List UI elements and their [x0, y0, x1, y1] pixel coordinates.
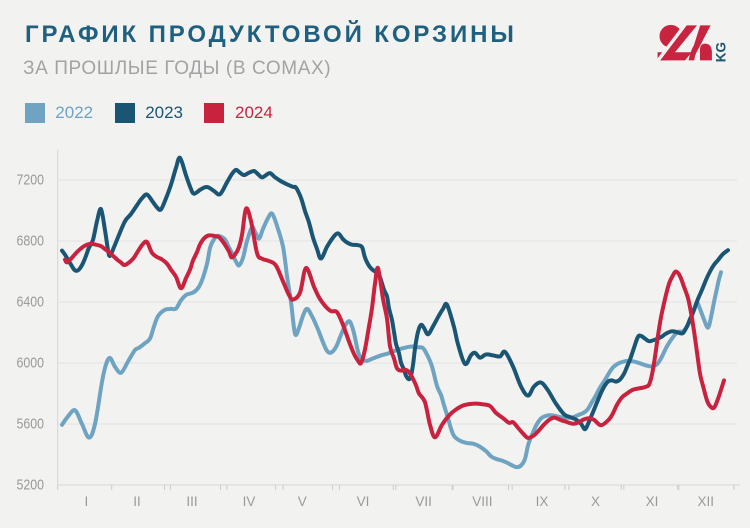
svg-text:X: X: [591, 494, 600, 509]
svg-text:KG: KG: [714, 42, 729, 62]
svg-text:VI: VI: [357, 494, 370, 509]
svg-text:II: II: [133, 494, 141, 509]
svg-text:7200: 7200: [17, 172, 45, 189]
svg-text:6400: 6400: [17, 294, 45, 311]
svg-text:IV: IV: [243, 494, 256, 509]
svg-text:XI: XI: [646, 494, 659, 509]
svg-text:IX: IX: [536, 494, 549, 509]
svg-text:5600: 5600: [17, 416, 45, 433]
svg-text:6000: 6000: [17, 355, 45, 372]
svg-text:6800: 6800: [17, 233, 45, 250]
svg-text:5200: 5200: [17, 477, 45, 494]
svg-text:XII: XII: [698, 494, 715, 509]
svg-text:VIII: VIII: [472, 494, 492, 509]
svg-text:VII: VII: [415, 494, 432, 509]
svg-text:V: V: [298, 494, 307, 509]
svg-text:III: III: [186, 494, 197, 509]
svg-text:I: I: [85, 494, 89, 509]
